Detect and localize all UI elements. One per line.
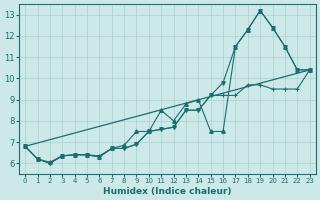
X-axis label: Humidex (Indice chaleur): Humidex (Indice chaleur) [103, 187, 232, 196]
